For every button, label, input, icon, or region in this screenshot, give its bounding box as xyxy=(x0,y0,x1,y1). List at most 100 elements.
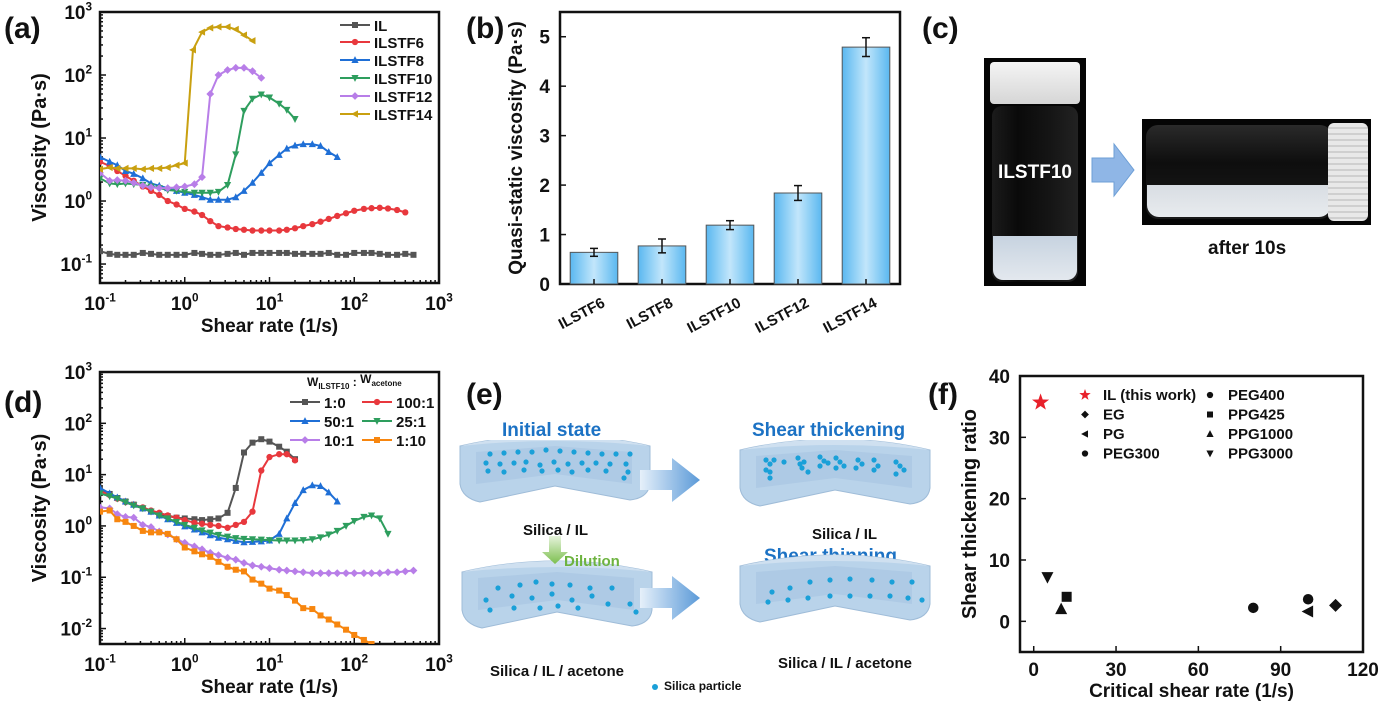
legend-label: 100:1 xyxy=(396,395,434,412)
silica-particle xyxy=(869,577,875,583)
data-point xyxy=(283,514,291,522)
data-point xyxy=(215,558,222,565)
data-point xyxy=(206,529,214,537)
data-point xyxy=(257,536,265,544)
arrow-down-icon xyxy=(542,536,568,564)
silica-particle xyxy=(893,471,899,477)
silica-particle xyxy=(767,469,773,475)
y-tick-label: 101 xyxy=(64,463,92,487)
data-point xyxy=(351,207,358,214)
data-point xyxy=(316,569,325,578)
data-point xyxy=(155,184,164,193)
silica-particle xyxy=(825,460,831,466)
legend-marker xyxy=(1081,450,1089,457)
x-tick-label: 60 xyxy=(1188,660,1209,681)
silica-particle xyxy=(871,457,877,463)
data-point xyxy=(147,164,155,172)
data-point xyxy=(121,499,130,507)
legend-marker xyxy=(1079,389,1091,400)
data-point xyxy=(139,505,147,513)
data-point xyxy=(163,163,171,172)
data-point xyxy=(265,159,274,167)
data-point xyxy=(223,23,231,31)
bar-ilstf12 xyxy=(773,192,823,285)
data-point xyxy=(100,508,103,515)
data-point xyxy=(164,530,171,537)
x-tick-label: 30 xyxy=(1105,660,1126,681)
silica-particle xyxy=(767,475,773,481)
data-point xyxy=(283,226,290,233)
legend-marker xyxy=(373,398,381,406)
silica-particle xyxy=(509,593,515,599)
legend-label: ILSTF6 xyxy=(374,35,424,52)
label-silica-il-acetone-bottom-right: Silica / IL / acetone xyxy=(778,655,912,672)
label-dilution: Dilution xyxy=(564,553,620,570)
silica-particle xyxy=(587,585,593,591)
data-point xyxy=(223,553,232,562)
data-point xyxy=(276,227,283,234)
series-ilstf14 xyxy=(100,23,256,173)
vial-liquid xyxy=(1147,185,1331,217)
x-tick-label: ILSTF10 xyxy=(684,295,744,337)
legend-marker xyxy=(1206,450,1214,458)
y-tick-label: 103 xyxy=(64,360,92,384)
legend-label: IL (this work) xyxy=(1103,387,1196,404)
point-eg xyxy=(1329,598,1343,612)
data-point xyxy=(368,205,375,212)
data-point xyxy=(147,523,155,531)
data-point xyxy=(308,569,317,578)
silica-particle xyxy=(771,457,777,463)
container-top xyxy=(740,440,930,450)
data-point xyxy=(308,140,316,148)
silica-particle xyxy=(511,605,517,611)
vial-cap xyxy=(1328,123,1368,221)
data-point xyxy=(257,91,265,99)
data-point xyxy=(147,183,155,192)
data-point xyxy=(130,251,137,258)
data-point xyxy=(248,536,257,544)
data-point xyxy=(384,205,392,212)
data-point xyxy=(324,569,333,578)
silica-particle xyxy=(859,461,865,467)
legend-title: WILSTF10 : Wacetone xyxy=(307,372,402,391)
legend-label: 50:1 xyxy=(324,414,354,431)
chart-d-dilution-viscosity: 10-1 100 101 102 103 10-2 10-1 100 101 102 103 Shea… xyxy=(29,360,453,698)
bar-ilstf6 xyxy=(569,251,619,285)
data-point xyxy=(276,249,283,256)
data-point xyxy=(105,163,113,172)
data-point xyxy=(291,141,299,149)
data-point xyxy=(394,251,401,258)
data-point xyxy=(106,157,114,165)
legend-marker xyxy=(351,110,358,118)
data-point xyxy=(317,218,324,225)
silica-particle xyxy=(871,467,877,473)
silica-particle xyxy=(567,582,573,588)
data-point xyxy=(275,565,284,574)
silica-particle xyxy=(827,593,833,599)
data-point xyxy=(350,517,358,525)
data-point xyxy=(249,227,256,234)
data-point xyxy=(266,227,273,234)
silica-particle xyxy=(589,593,595,599)
silica-particle xyxy=(889,579,895,585)
data-point xyxy=(198,193,206,201)
data-point xyxy=(181,251,188,258)
data-point xyxy=(106,493,114,501)
data-point xyxy=(249,249,256,256)
data-point xyxy=(283,249,290,256)
data-point xyxy=(248,37,256,45)
silica-particle xyxy=(501,450,507,456)
y-axis-label: Shear thickening ratio xyxy=(959,409,981,619)
data-point xyxy=(215,522,222,530)
silica-particle xyxy=(537,605,543,611)
silica-particle xyxy=(483,597,489,603)
data-point xyxy=(316,482,325,490)
series-line xyxy=(100,438,296,522)
legend-label: PPG1000 xyxy=(1228,426,1293,443)
silica-particle xyxy=(905,595,911,601)
legend-label: PG xyxy=(1103,426,1125,443)
data-point xyxy=(129,513,138,522)
y-tick-label: 10-2 xyxy=(60,617,92,641)
y-tick-label: 0 xyxy=(999,612,1010,633)
silica-particle xyxy=(787,585,793,591)
